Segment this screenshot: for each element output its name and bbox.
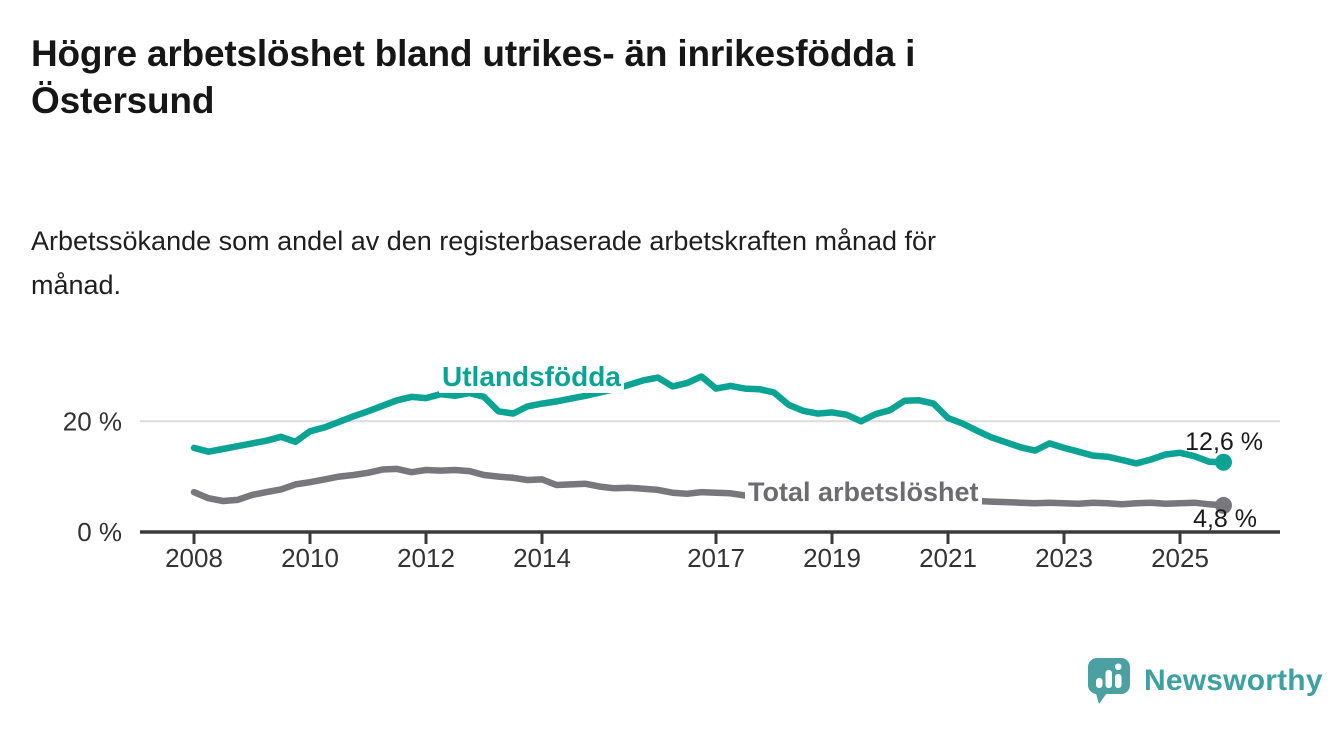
end-value-label: 12,6 % <box>1185 428 1263 456</box>
x-tick-label: 2025 <box>1151 543 1209 573</box>
y-tick-label: 20 % <box>63 406 122 436</box>
x-tick-label: 2021 <box>919 543 977 573</box>
chart-subtitle-line-1: Arbetssökande som andel av den registerb… <box>31 226 937 256</box>
newsworthy-logo-icon <box>1088 658 1130 704</box>
chart-subtitle-line-2: månad. <box>31 270 122 300</box>
x-tick-label: 2019 <box>803 543 861 573</box>
newsworthy-logo-text: Newsworthy <box>1144 663 1323 697</box>
chart-title-line-2: Östersund <box>31 80 215 121</box>
series-label-utlandsfodda: Utlandsfödda <box>439 361 624 393</box>
chart-title-line-1: Högre arbetslöshet bland utrikes- än inr… <box>31 33 916 74</box>
end-value-label: 4,8 % <box>1193 505 1257 533</box>
y-tick-label: 0 % <box>77 517 122 547</box>
x-tick-label: 2017 <box>687 543 745 573</box>
series-line-utlandsfodda <box>190 373 1227 467</box>
newsworthy-logo: Newsworthy <box>1086 656 1323 705</box>
x-tick-label: 2014 <box>513 543 571 573</box>
x-tick-label: 2010 <box>281 543 339 573</box>
series-label-total-arbetsloshet: Total arbetslöshet <box>745 477 982 508</box>
chart-title: Högre arbetslöshet bland utrikes- än inr… <box>31 30 1251 124</box>
end-dot-total-arbetsloshet <box>1215 496 1232 514</box>
x-tick-label: 2023 <box>1035 543 1093 573</box>
end-dot-utlandsfodda <box>1215 453 1232 471</box>
x-tick-label: 2008 <box>165 543 223 573</box>
x-tick-label: 2012 <box>397 543 455 573</box>
chart-subtitle: Arbetssökande som andel av den registerb… <box>31 219 1251 307</box>
series-line-total-arbetsloshet <box>190 465 1227 509</box>
